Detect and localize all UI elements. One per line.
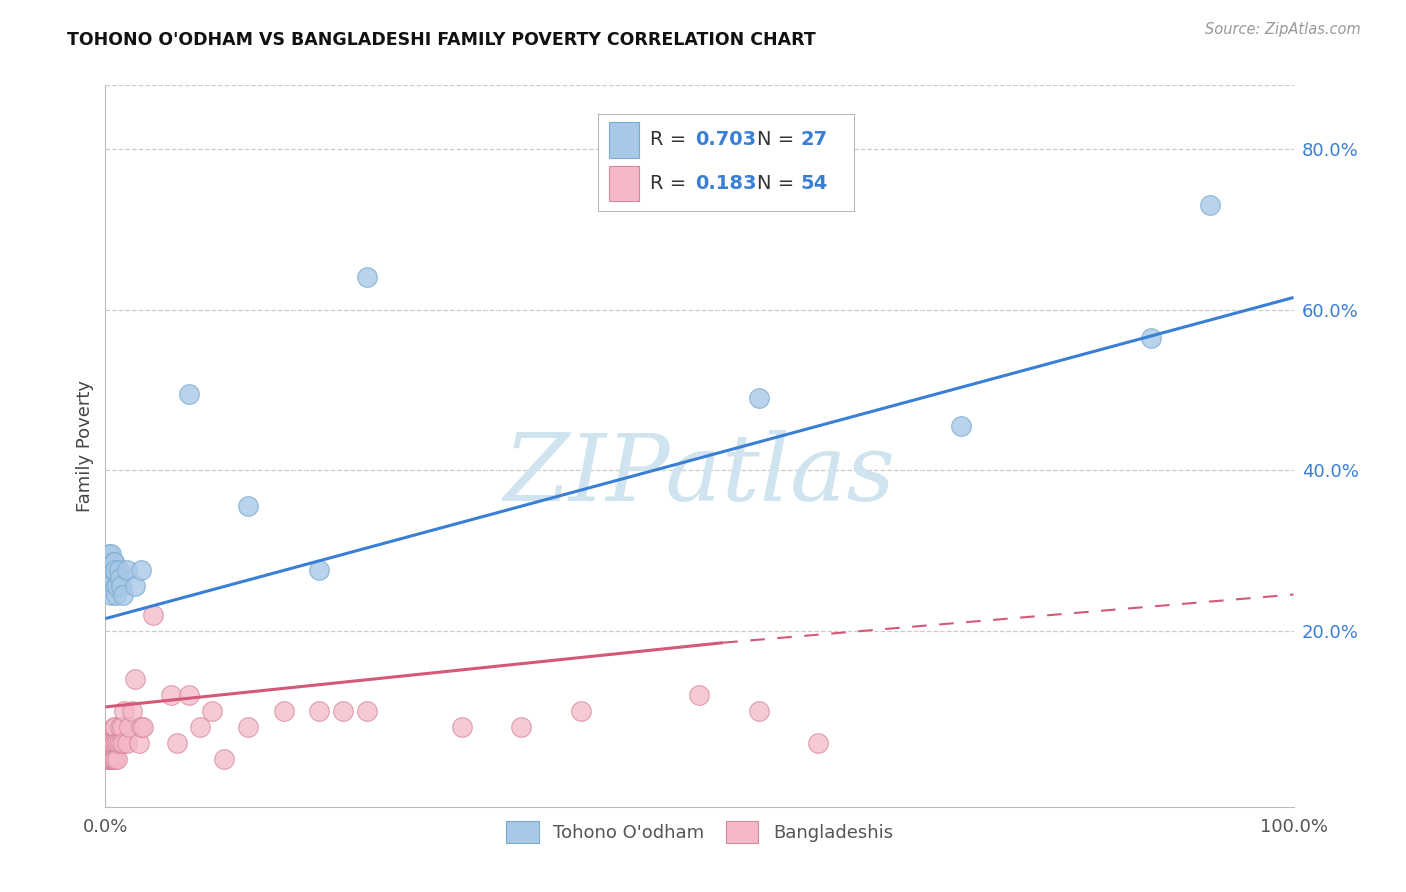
Point [105,588,128,602]
Point [111,720,134,734]
Point [101,564,124,578]
Point [332,704,354,718]
Point [124,672,146,686]
Point [96,736,118,750]
Point [177,688,200,702]
Point [949,418,972,433]
Point [100,588,122,602]
Point [1199,198,1222,212]
Point [97,736,120,750]
Point [1140,331,1163,345]
Y-axis label: Family Poverty: Family Poverty [76,380,94,512]
Point [100,547,122,562]
Point [142,607,165,622]
Point [159,688,181,702]
Point [100,752,122,766]
Point [105,736,128,750]
Point [273,704,295,718]
Point [114,704,136,718]
Point [105,752,128,766]
Point [450,720,472,734]
Legend: Tohono O'odham, Bangladeshis: Tohono O'odham, Bangladeshis [498,813,901,853]
Point [98,736,121,750]
Point [308,704,330,718]
Point [308,564,330,578]
Point [103,720,125,734]
Point [214,752,236,766]
Point [748,391,770,405]
Point [105,736,128,750]
Point [112,736,135,750]
Point [107,736,129,750]
Point [104,564,127,578]
Point [569,704,592,718]
Point [236,720,259,734]
Point [118,720,141,734]
Point [108,720,131,734]
Point [129,564,152,578]
Point [103,555,125,570]
Point [101,752,124,766]
Point [100,752,122,766]
Point [97,555,120,570]
Point [98,752,121,766]
Point [115,564,138,578]
Text: Source: ZipAtlas.com: Source: ZipAtlas.com [1205,22,1361,37]
Point [132,720,155,734]
Point [356,270,378,285]
Point [129,720,152,734]
Point [108,571,131,585]
Point [98,752,121,766]
Point [104,580,127,594]
Point [128,736,150,750]
Point [177,387,200,401]
Point [100,736,122,750]
Point [98,752,121,766]
Point [166,736,188,750]
Point [115,736,138,750]
Point [98,736,121,750]
Point [98,752,121,766]
Point [103,752,125,766]
Point [236,500,259,514]
Point [103,736,125,750]
Point [190,720,212,734]
Point [110,580,132,594]
Point [510,720,533,734]
Point [107,564,129,578]
Point [104,752,127,766]
Text: TOHONO O'ODHAM VS BANGLADESHI FAMILY POVERTY CORRELATION CHART: TOHONO O'ODHAM VS BANGLADESHI FAMILY POV… [67,31,817,49]
Point [110,736,132,750]
Point [104,720,127,734]
Point [112,588,135,602]
Point [101,736,124,750]
Point [98,547,121,562]
Point [356,704,378,718]
Point [201,704,224,718]
Point [121,704,143,718]
Point [97,752,120,766]
Point [105,580,128,594]
Point [748,704,770,718]
Point [96,752,118,766]
Point [689,688,711,702]
Point [807,736,830,750]
Point [124,580,146,594]
Point [98,580,121,594]
Point [103,555,125,570]
Text: ZIPatlas: ZIPatlas [503,430,896,520]
